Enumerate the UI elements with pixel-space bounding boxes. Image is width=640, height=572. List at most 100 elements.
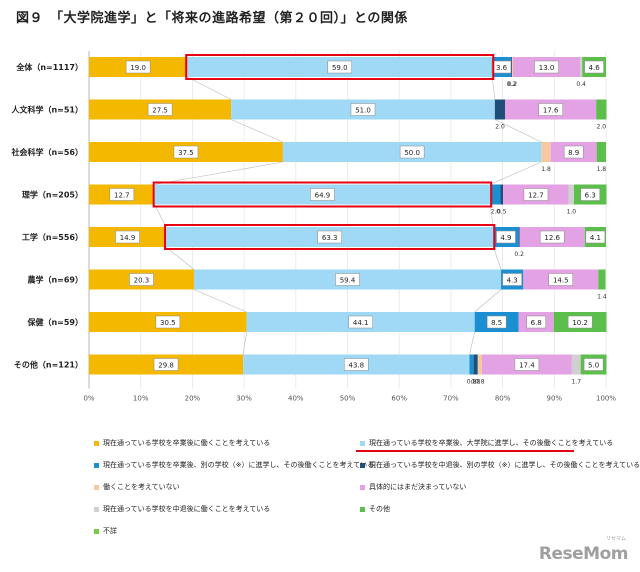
legend-item: 具体的にはまだ決まっていない <box>360 482 466 492</box>
data-label-box <box>115 230 140 244</box>
data-label-small: 1.8 <box>541 166 551 173</box>
legend-swatch <box>94 528 99 534</box>
bar-segment <box>568 184 574 205</box>
connector-line <box>193 289 247 313</box>
data-label: 50.0 <box>404 149 420 157</box>
data-label-small: 1.4 <box>597 294 607 301</box>
data-label: 59.0 <box>332 64 348 72</box>
bar-segment <box>490 184 501 205</box>
data-label: 5.0 <box>588 362 599 370</box>
data-label: 13.0 <box>539 64 555 72</box>
watermark-subtext: リセマム <box>605 536 626 542</box>
legend-swatch <box>360 462 365 468</box>
x-tick-label: 10% <box>133 395 149 403</box>
legend-swatch <box>94 440 99 446</box>
connector-line <box>490 161 542 185</box>
x-tick-label: 70% <box>443 395 459 403</box>
data-label-box <box>486 315 507 329</box>
data-label: 12.7 <box>528 192 544 200</box>
data-label: 30.5 <box>160 319 176 327</box>
bar-segment <box>494 99 506 120</box>
highlight-box <box>164 224 496 250</box>
data-label: 3.6 <box>496 64 508 72</box>
data-label-box <box>335 273 360 286</box>
data-label-box <box>344 358 369 371</box>
category-label: 全体（n=1117） <box>15 62 83 72</box>
resemom-watermark: ReseMom <box>538 544 629 564</box>
connector-line <box>154 204 167 228</box>
legend-swatch <box>94 506 99 512</box>
x-tick-label: 30% <box>236 395 252 403</box>
bar-segment <box>598 269 606 290</box>
data-label-box <box>514 358 540 371</box>
bar-segment <box>541 142 551 162</box>
legend-item: その他 <box>360 504 390 514</box>
bar-segment <box>510 57 512 77</box>
category-label: 農学（n=69） <box>27 275 83 285</box>
data-label-small: 1.8 <box>597 166 607 173</box>
bar-segment <box>500 184 504 205</box>
legend-label: 現在通っている学校を卒業後に働くことを考えている <box>103 439 271 447</box>
data-label: 6.8 <box>531 319 542 327</box>
legend-swatch <box>94 484 99 490</box>
data-label-box <box>129 273 154 286</box>
category-label: その他（n=121） <box>14 360 83 370</box>
connector-line <box>489 204 494 228</box>
legend-label: 働くことを考えていない <box>103 483 180 491</box>
data-label: 27.5 <box>152 107 168 115</box>
data-label: 8.5 <box>491 319 502 327</box>
data-label: 10.2 <box>572 319 588 327</box>
x-tick-label: 100% <box>596 395 616 403</box>
connector-line <box>231 119 283 143</box>
data-label-box <box>539 230 565 244</box>
category-label: 人文科学（n=51） <box>11 105 83 115</box>
legend-label: 不詳 <box>103 527 117 535</box>
data-label: 20.3 <box>134 277 150 285</box>
legend-item: 働くことを考えていない <box>94 482 180 492</box>
connector-line <box>154 161 283 185</box>
data-label-box <box>548 273 574 286</box>
data-label-box <box>523 188 549 201</box>
data-label-small: 0.8 <box>467 379 477 386</box>
data-label: 51.0 <box>355 107 371 115</box>
category-label: 理学（n=205） <box>22 190 83 200</box>
connector-line <box>187 76 232 100</box>
x-tick-label: 60% <box>391 395 407 403</box>
data-label: 29.8 <box>158 362 174 370</box>
data-label: 63.3 <box>322 234 338 242</box>
data-label-box <box>173 145 199 159</box>
data-label-box <box>109 188 135 201</box>
legend-item: 現在通っている学校を中退後に働くことを考えている <box>94 504 270 514</box>
data-label: 12.6 <box>544 234 560 242</box>
legend-item: 現在通っている学校を中退後、別の学校（※）に進学し、その後働くことを考えている <box>360 460 640 470</box>
data-label-small: 0.2 <box>514 251 524 258</box>
data-label-box <box>580 188 600 201</box>
bar-segment <box>571 354 581 375</box>
highlight-box <box>185 54 495 80</box>
data-label: 43.8 <box>348 362 364 370</box>
data-label-small: 0.5 <box>497 209 507 216</box>
bar-segment <box>469 354 474 375</box>
data-label-box <box>585 230 606 244</box>
x-tick-label: 0% <box>83 395 94 403</box>
data-label: 4.6 <box>589 64 601 72</box>
legend-item: 不詳 <box>94 526 117 536</box>
bar-segment <box>473 354 478 375</box>
bar-segment <box>518 227 520 247</box>
data-label-small: 1.0 <box>567 209 577 216</box>
bar-segment <box>477 354 482 375</box>
data-label-small: 0.2 <box>508 81 518 88</box>
connector-line <box>469 331 475 355</box>
legend-label: 現在通っている学校を卒業後、別の学校（※）に進学し、その後働くことを考えている <box>103 461 375 469</box>
data-label: 4.1 <box>590 234 601 242</box>
data-label-box <box>350 103 376 116</box>
x-tick-label: 90% <box>547 395 563 403</box>
legend-label: その他 <box>369 505 390 513</box>
data-label: 14.9 <box>120 234 136 242</box>
data-label-box <box>526 315 546 329</box>
data-label: 64.9 <box>315 192 331 200</box>
category-label: 工学（n=556） <box>22 232 83 242</box>
connector-line <box>491 76 496 100</box>
data-label-small: 0.8 <box>475 379 485 386</box>
